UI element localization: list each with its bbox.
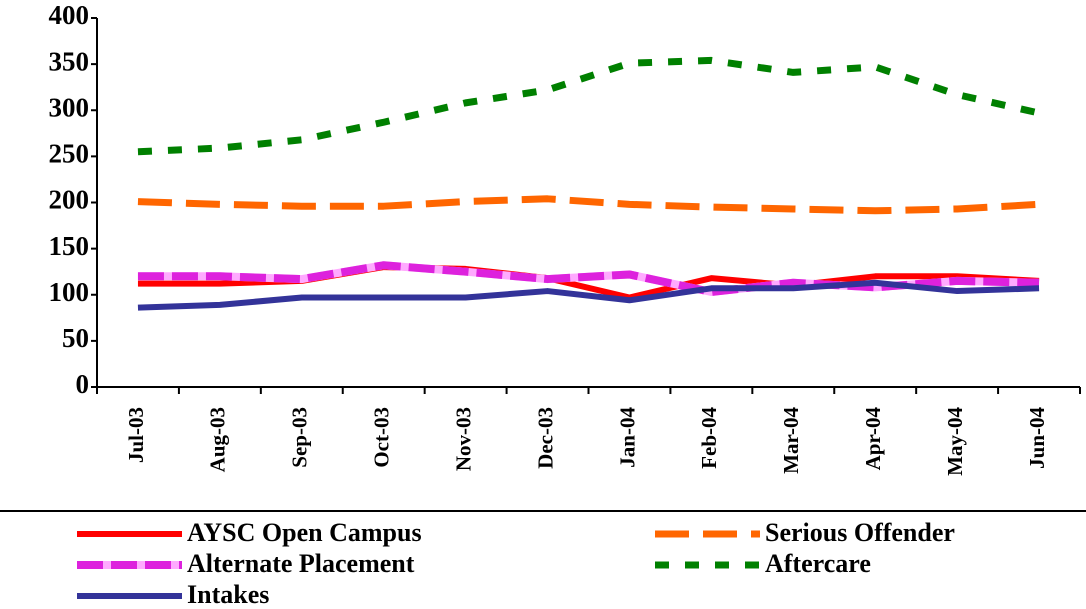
legend-label: Alternate Placement [187, 549, 415, 578]
x-tick-label: Feb-04 [697, 407, 721, 469]
y-tick-label: 250 [49, 139, 90, 169]
x-tick-label: Jun-04 [1025, 407, 1049, 469]
y-tick-label: 300 [49, 92, 90, 122]
y-tick-label: 0 [76, 369, 90, 399]
y-tick-label: 350 [49, 46, 90, 76]
x-tick-label: Mar-04 [779, 407, 803, 474]
x-tick-label: Jan-04 [615, 407, 639, 468]
legend-label: AYSC Open Campus [187, 518, 422, 547]
x-tick-label: Aug-03 [206, 407, 230, 472]
x-tick-label: Apr-04 [861, 407, 885, 471]
legend-label: Aftercare [765, 549, 871, 578]
legend-label: Intakes [187, 580, 269, 609]
x-tick-label: Oct-03 [370, 407, 394, 468]
x-tick-label: Jul-03 [124, 407, 148, 463]
y-tick-label: 200 [49, 185, 90, 215]
x-tick-label: May-04 [943, 407, 967, 476]
y-tick-label: 400 [49, 0, 90, 30]
series-line [137, 195, 1040, 215]
y-tick-label: 150 [49, 231, 90, 261]
series-line [137, 279, 1040, 311]
y-tick-label: 50 [62, 323, 89, 353]
y-tick-label: 100 [49, 277, 90, 307]
x-tick-label: Nov-03 [451, 407, 475, 471]
series-line [137, 56, 1040, 156]
x-tick-label: Sep-03 [288, 407, 312, 468]
legend-label: Serious Offender [765, 518, 955, 547]
x-tick-label: Dec-03 [533, 407, 557, 469]
